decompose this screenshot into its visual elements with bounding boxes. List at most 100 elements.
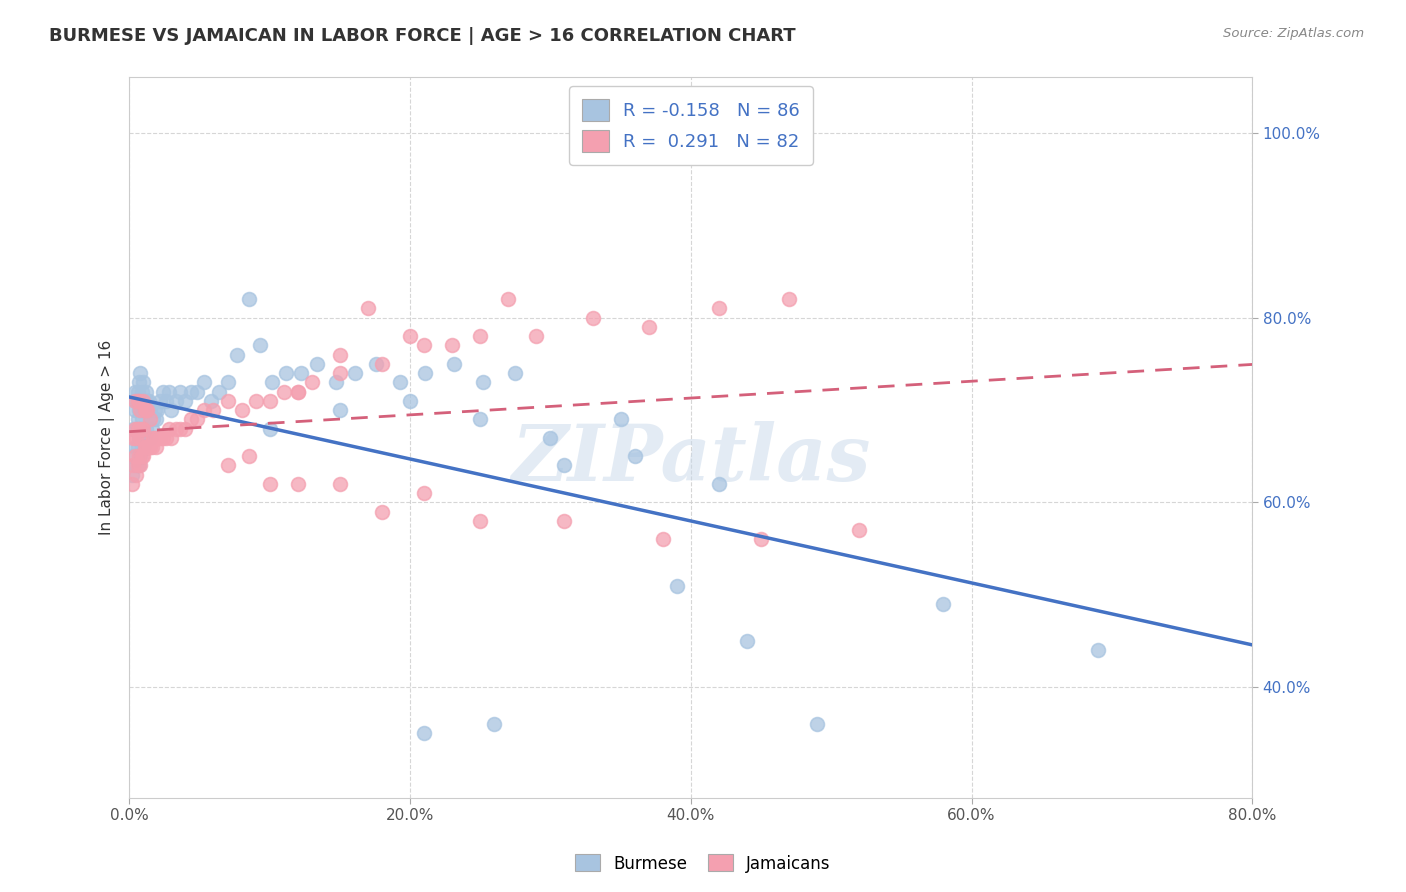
Point xyxy=(329,477,352,491)
Point xyxy=(217,393,239,408)
Point xyxy=(128,376,150,390)
Point xyxy=(169,421,191,435)
Point xyxy=(129,393,152,408)
Point xyxy=(124,440,146,454)
Point xyxy=(245,393,267,408)
Point xyxy=(208,384,231,399)
Point xyxy=(124,393,146,408)
Point xyxy=(413,726,436,740)
Point xyxy=(389,376,412,390)
Point xyxy=(135,421,157,435)
Point xyxy=(142,431,165,445)
Point xyxy=(415,366,437,380)
Point xyxy=(623,449,645,463)
Point xyxy=(155,431,177,445)
Point xyxy=(121,477,143,491)
Point xyxy=(128,458,150,473)
Point xyxy=(129,458,152,473)
Point xyxy=(165,393,187,408)
Point xyxy=(276,366,298,380)
Point xyxy=(128,421,150,435)
Point xyxy=(142,412,165,426)
Point xyxy=(124,384,146,399)
Point xyxy=(651,533,673,547)
Point xyxy=(135,440,157,454)
Point xyxy=(186,384,208,399)
Point xyxy=(174,421,197,435)
Point xyxy=(135,384,157,399)
Point xyxy=(470,514,492,528)
Point xyxy=(735,634,758,648)
Point xyxy=(329,348,352,362)
Point xyxy=(160,431,183,445)
Y-axis label: In Labor Force | Age > 16: In Labor Force | Age > 16 xyxy=(100,340,115,535)
Point xyxy=(366,357,388,371)
Point xyxy=(129,449,152,463)
Point xyxy=(138,440,160,454)
Point xyxy=(665,578,688,592)
Point xyxy=(149,431,172,445)
Point xyxy=(848,523,870,537)
Point xyxy=(127,384,149,399)
Point xyxy=(581,310,603,325)
Point xyxy=(141,421,163,435)
Point xyxy=(329,366,352,380)
Point xyxy=(186,412,208,426)
Point xyxy=(290,366,312,380)
Point xyxy=(399,329,422,343)
Point xyxy=(287,384,309,399)
Point xyxy=(149,393,172,408)
Point xyxy=(472,376,495,390)
Point xyxy=(129,366,152,380)
Point xyxy=(132,421,155,435)
Point xyxy=(307,357,329,371)
Point xyxy=(399,393,422,408)
Point xyxy=(127,393,149,408)
Point xyxy=(128,403,150,417)
Text: BURMESE VS JAMAICAN IN LABOR FORCE | AGE > 16 CORRELATION CHART: BURMESE VS JAMAICAN IN LABOR FORCE | AGE… xyxy=(49,27,796,45)
Point xyxy=(443,357,465,371)
Point xyxy=(125,467,148,482)
Point xyxy=(122,449,145,463)
Point xyxy=(152,384,174,399)
Point xyxy=(371,357,394,371)
Point xyxy=(132,440,155,454)
Point xyxy=(609,412,631,426)
Point xyxy=(131,449,153,463)
Point xyxy=(637,319,659,334)
Point xyxy=(778,292,800,306)
Point xyxy=(287,384,309,399)
Point xyxy=(132,449,155,463)
Point xyxy=(413,486,436,500)
Point xyxy=(134,440,156,454)
Point xyxy=(249,338,271,352)
Point xyxy=(484,717,506,731)
Point xyxy=(238,292,260,306)
Point xyxy=(503,366,526,380)
Point xyxy=(553,458,575,473)
Point xyxy=(1087,643,1109,657)
Point xyxy=(707,477,730,491)
Point xyxy=(193,376,215,390)
Point xyxy=(231,403,253,417)
Point xyxy=(125,458,148,473)
Point xyxy=(139,412,162,426)
Point xyxy=(138,431,160,445)
Point xyxy=(139,403,162,417)
Point xyxy=(132,403,155,417)
Point xyxy=(238,449,260,463)
Point xyxy=(121,467,143,482)
Point xyxy=(127,458,149,473)
Point xyxy=(749,533,772,547)
Point xyxy=(128,393,150,408)
Point xyxy=(143,403,166,417)
Point xyxy=(129,431,152,445)
Point xyxy=(470,412,492,426)
Point xyxy=(217,376,239,390)
Point xyxy=(329,403,352,417)
Point xyxy=(155,393,177,408)
Point xyxy=(131,384,153,399)
Point xyxy=(932,597,955,611)
Point xyxy=(524,329,547,343)
Point xyxy=(202,403,225,417)
